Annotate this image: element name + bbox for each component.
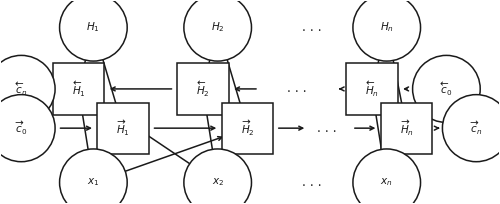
Text: . . .: . . . [302,176,322,189]
Ellipse shape [353,149,420,204]
Ellipse shape [0,55,55,122]
Text: $\overleftarrow{c}_n$: $\overleftarrow{c}_n$ [15,80,28,98]
Text: $H_2$: $H_2$ [211,21,224,34]
Text: . . .: . . . [318,122,337,135]
Text: $x_2$: $x_2$ [212,177,224,188]
Text: $x_1$: $x_1$ [87,177,100,188]
Text: $\overleftarrow{H}_n$: $\overleftarrow{H}_n$ [365,79,379,99]
Ellipse shape [412,55,480,122]
Text: $H_n$: $H_n$ [380,21,394,34]
Text: $\overrightarrow{H}_n$: $\overrightarrow{H}_n$ [400,119,413,138]
Text: . . .: . . . [302,21,322,34]
Ellipse shape [353,0,420,61]
Text: $\overrightarrow{H}_2$: $\overrightarrow{H}_2$ [240,119,254,138]
FancyBboxPatch shape [222,103,274,154]
Ellipse shape [442,95,500,162]
Text: $H_1$: $H_1$ [86,21,101,34]
Ellipse shape [184,149,252,204]
Ellipse shape [0,95,55,162]
Text: $\overleftarrow{c}_0$: $\overleftarrow{c}_0$ [440,80,452,98]
Text: $\overrightarrow{H}_1$: $\overrightarrow{H}_1$ [116,119,130,138]
Text: $\overleftarrow{H}_1$: $\overleftarrow{H}_1$ [72,79,86,99]
Ellipse shape [60,149,127,204]
Ellipse shape [184,0,252,61]
FancyBboxPatch shape [346,63,398,115]
Text: $\overrightarrow{c}_n$: $\overrightarrow{c}_n$ [470,120,482,137]
Text: . . .: . . . [288,82,307,95]
Text: $\overleftarrow{H}_2$: $\overleftarrow{H}_2$ [196,79,209,99]
FancyBboxPatch shape [177,63,229,115]
FancyBboxPatch shape [98,103,149,154]
Ellipse shape [60,0,127,61]
Text: $x_n$: $x_n$ [380,177,393,188]
Text: $\overrightarrow{c}_0$: $\overrightarrow{c}_0$ [15,120,28,137]
FancyBboxPatch shape [381,103,432,154]
FancyBboxPatch shape [52,63,104,115]
